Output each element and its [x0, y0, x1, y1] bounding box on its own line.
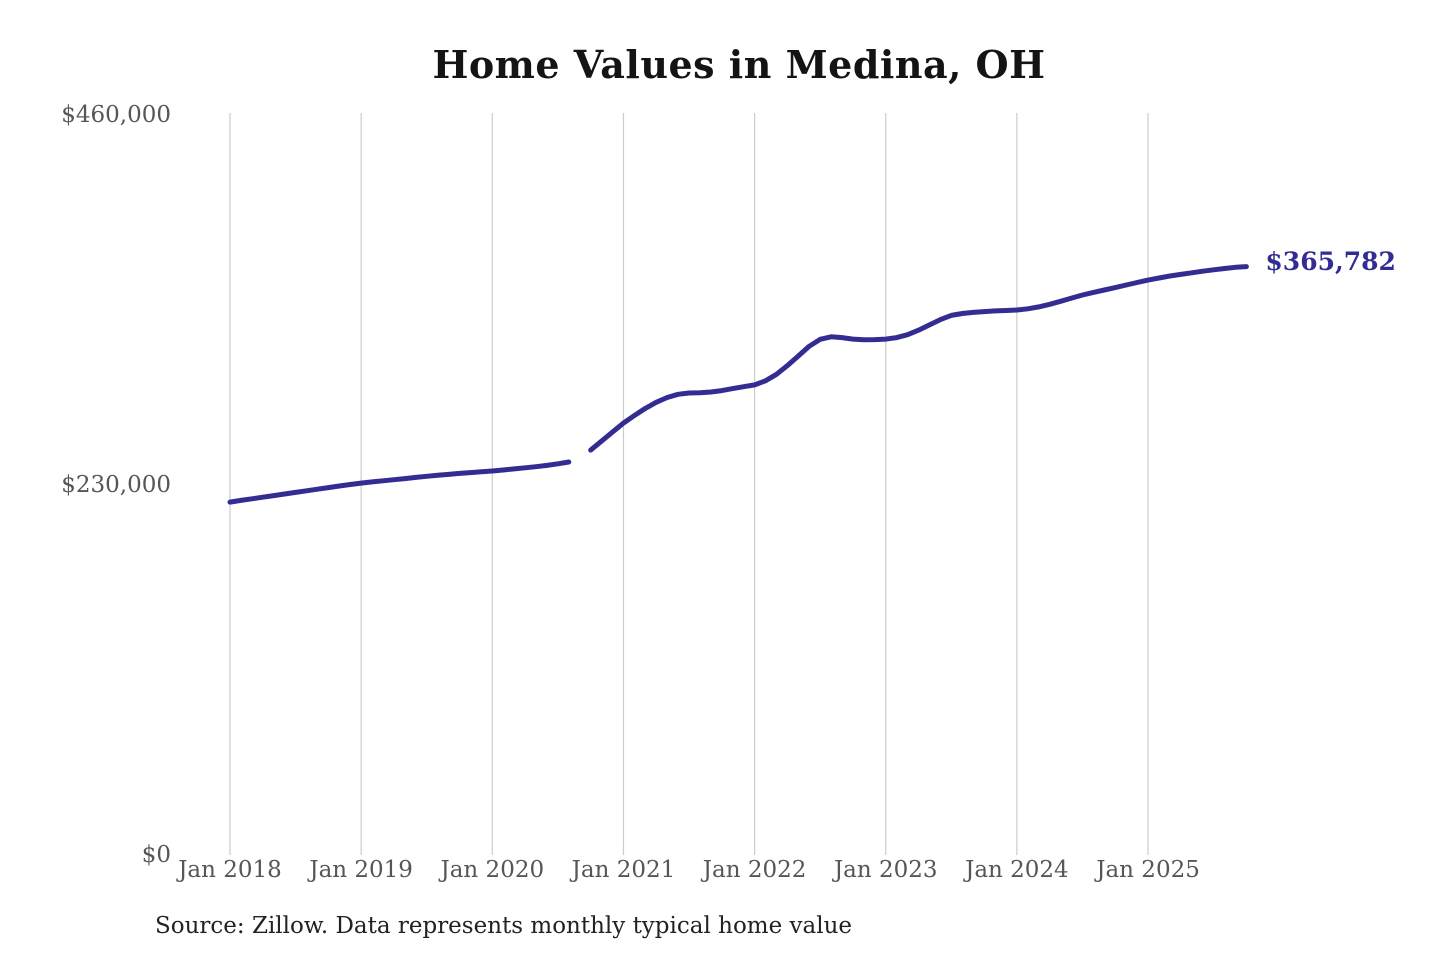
x-axis-tick-label-jan-2018: Jan 2018	[178, 857, 282, 883]
x-axis-tick-label-jan-2025: Jan 2025	[1096, 857, 1200, 883]
x-axis-tick-label-jan-2022: Jan 2022	[702, 857, 807, 883]
x-axis-tick-label-jan-2019: Jan 2019	[309, 857, 413, 883]
x-axis-tick-label-jan-2020: Jan 2020	[440, 857, 545, 883]
chart-title: Home Values in Medina, OH	[432, 42, 1046, 87]
y-axis-tick-label-0: $0	[141, 842, 171, 868]
x-axis-tick-label-jan-2021: Jan 2021	[571, 857, 676, 883]
home-value-line-series	[227, 264, 1249, 505]
end-value-label: $365,782	[1265, 246, 1396, 276]
source-note: Source: Zillow. Data represents monthly …	[155, 913, 853, 939]
y-axis-tick-label-460000: $460,000	[61, 102, 171, 128]
x-axis-tick-label-jan-2023: Jan 2023	[833, 857, 938, 883]
y-axis-tick-label-230000: $230,000	[61, 472, 171, 498]
x-axis-tick-label-jan-2024: Jan 2024	[965, 857, 1069, 883]
